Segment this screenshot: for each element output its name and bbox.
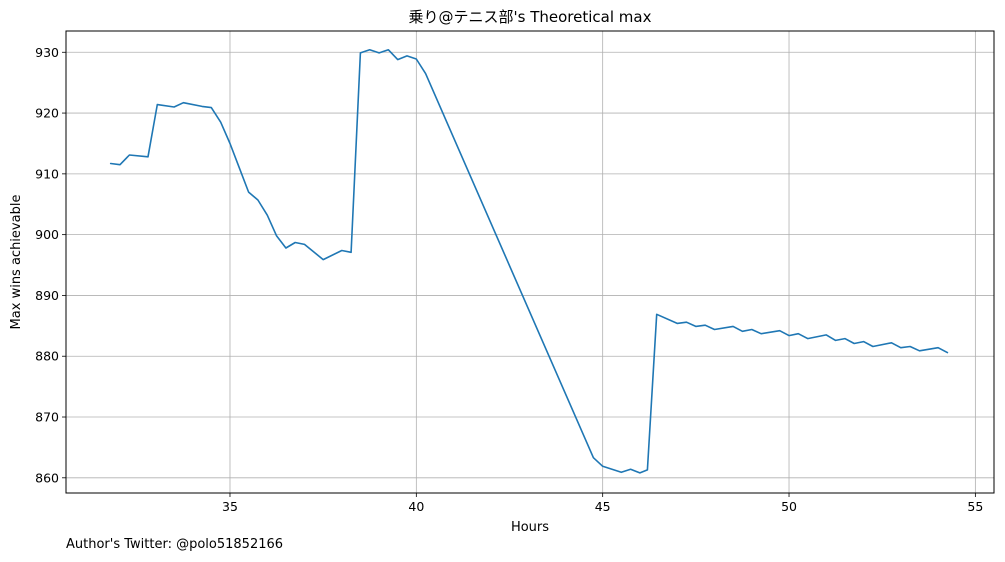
x-tick-label: 40 (408, 499, 424, 514)
x-tick-label: 45 (595, 499, 611, 514)
y-tick-label: 860 (35, 470, 59, 485)
y-axis-title: Max wins achievable (9, 195, 24, 330)
series-line (109, 48, 949, 474)
x-tick-label: 35 (222, 499, 238, 514)
author-footnote: Author's Twitter: @polo51852166 (66, 537, 284, 552)
grid (66, 31, 994, 493)
y-tick-label: 930 (35, 45, 59, 60)
series-layer (109, 48, 949, 474)
x-axis-title: Hours (511, 520, 549, 535)
y-tick-label: 920 (35, 106, 59, 121)
x-tick-label: 50 (781, 499, 797, 514)
y-tick-label: 910 (35, 166, 59, 181)
y-tick-label: 890 (35, 288, 59, 303)
x-tick-label: 55 (967, 499, 983, 514)
y-tick-label: 900 (35, 227, 59, 242)
y-tick-label: 870 (35, 410, 59, 425)
plot-frame (65, 30, 995, 494)
y-tick-label: 880 (35, 349, 59, 364)
chart-title: 乗り@テニス部's Theoretical max (409, 8, 652, 26)
tick-layer: 35 40 45 50 55 860 870 880 890 900 910 920 930 (35, 45, 983, 514)
